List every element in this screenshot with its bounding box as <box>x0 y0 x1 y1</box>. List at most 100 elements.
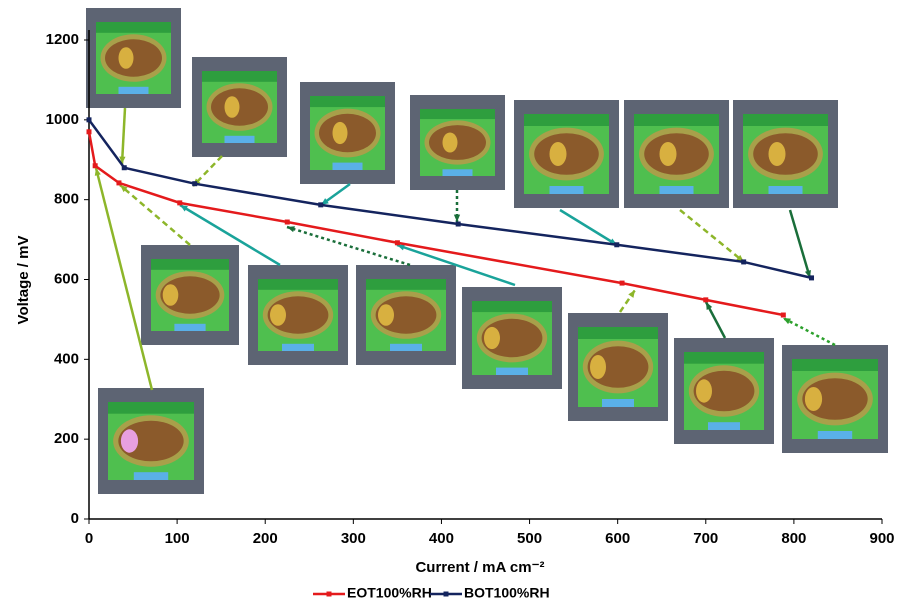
x-tick-label: 900 <box>869 530 894 547</box>
y-tick-label: 800 <box>54 191 79 208</box>
y-tick-label: 1200 <box>46 31 79 48</box>
inset-bottom <box>817 431 853 439</box>
arrow <box>179 203 281 267</box>
inset-band <box>524 114 609 126</box>
x-tick-label: 800 <box>781 530 806 547</box>
legend-marker <box>326 591 332 597</box>
arrow-head <box>287 226 295 233</box>
inset-band <box>96 22 171 33</box>
arrow <box>788 209 812 279</box>
inset-bottom <box>118 86 149 94</box>
inset-band <box>310 96 385 108</box>
inset-zone <box>693 370 755 412</box>
inset-core <box>120 429 139 453</box>
arrow-head <box>120 185 128 193</box>
inset-core <box>270 304 286 326</box>
arrow-head <box>397 244 405 251</box>
point <box>741 259 747 265</box>
inset-band <box>366 279 446 290</box>
point <box>177 200 183 206</box>
inset-core <box>224 96 240 118</box>
inset-zone <box>267 296 329 334</box>
inset-core <box>442 132 458 153</box>
point <box>809 275 815 281</box>
arrow-head <box>94 168 101 176</box>
inset-core <box>162 284 179 306</box>
y-axis-label: Voltage / mV <box>15 236 32 325</box>
y-tick-label: 0 <box>71 510 79 527</box>
y-tick-label: 1000 <box>46 111 79 128</box>
y-tick-label: 400 <box>54 350 79 367</box>
inset-bottom <box>549 186 584 194</box>
insets <box>86 8 888 494</box>
inset-band <box>578 327 658 339</box>
point <box>780 312 786 318</box>
inset-core <box>378 304 394 326</box>
inset-band <box>108 402 194 414</box>
arrow-head <box>453 214 461 222</box>
series-line <box>87 119 812 280</box>
inset-core <box>484 326 500 350</box>
x-tick-label: 400 <box>429 530 454 547</box>
legend-marker <box>443 591 449 597</box>
arrow <box>396 243 516 287</box>
legend-label: BOT100%RH <box>464 585 550 601</box>
inset-bottom <box>133 472 169 480</box>
inset-zone <box>802 378 868 420</box>
x-tick-label: 600 <box>605 530 630 547</box>
inset-zone <box>587 346 649 388</box>
point <box>455 221 461 227</box>
inset-core <box>768 142 786 166</box>
arrow-head <box>783 318 791 325</box>
arrow-head <box>180 205 188 212</box>
x-tick-label: 500 <box>517 530 542 547</box>
arrow <box>119 184 191 246</box>
inset-bottom <box>174 323 206 331</box>
inset-bottom <box>602 399 634 407</box>
y-tick-label: 600 <box>54 270 79 287</box>
inset-bottom <box>496 367 528 375</box>
inset-bottom <box>708 422 740 430</box>
point <box>614 242 620 248</box>
arrow <box>679 209 745 263</box>
x-tick-label: 0 <box>85 530 93 547</box>
point <box>86 117 92 123</box>
inset-bottom <box>390 343 422 351</box>
x-tick-label: 100 <box>165 530 190 547</box>
point <box>121 165 127 171</box>
inset-bottom <box>224 135 255 143</box>
inset-band <box>792 359 878 371</box>
inset-bottom <box>282 343 314 351</box>
point <box>703 297 709 303</box>
legend-label: EOT100%RH <box>347 585 432 601</box>
inset-zone <box>160 276 220 314</box>
inset-band <box>684 352 764 364</box>
point <box>284 219 290 225</box>
inset-zone <box>375 296 437 334</box>
plot: 0 200 400 600 800 1000 1200 0 100 200 300 400 500 600… <box>46 30 895 601</box>
point <box>86 129 92 135</box>
arrow-head <box>628 290 635 298</box>
inset-band <box>420 109 495 120</box>
inset-core <box>804 387 823 411</box>
inset-core <box>696 379 712 403</box>
y-tick-label: 200 <box>54 430 79 447</box>
inset-core <box>549 142 567 166</box>
inset-core <box>118 47 134 69</box>
inset-zone <box>118 420 184 462</box>
point <box>192 181 198 187</box>
arrow <box>94 167 154 391</box>
x-tick-label: 700 <box>693 530 718 547</box>
inset-core <box>659 142 677 166</box>
inset-core <box>590 355 606 379</box>
inset-bottom <box>768 186 803 194</box>
inset-bottom <box>659 186 694 194</box>
arrow <box>782 316 836 347</box>
point <box>394 240 400 246</box>
inset-band <box>634 114 719 126</box>
inset-band <box>258 279 338 290</box>
inset-zone <box>481 318 543 358</box>
x-tick-label: 200 <box>253 530 278 547</box>
point <box>116 180 122 186</box>
